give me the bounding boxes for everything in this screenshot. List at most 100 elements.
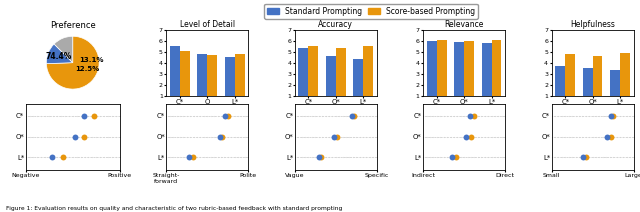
Point [456,135,466,138]
Point [310,156,321,159]
Point [44,156,54,159]
Point [344,135,355,138]
Point [175,135,185,138]
Point [115,135,125,138]
Point [240,114,250,118]
Point [476,156,486,159]
Point [428,135,438,138]
Wedge shape [46,44,73,64]
Bar [565,54,575,107]
Point [554,135,564,138]
Point [337,135,348,138]
Point [185,135,195,138]
Point [321,114,331,118]
Point [372,114,382,118]
Point [425,135,435,138]
Bar [198,54,207,107]
Point [418,114,428,118]
Point [456,156,466,159]
Point [557,135,567,138]
Point [60,156,70,159]
Point [290,156,300,159]
Point [451,156,461,159]
Point [368,156,378,159]
Point [497,114,507,118]
Point [372,156,382,159]
Point [56,135,66,138]
Point [243,156,253,159]
Point [307,135,317,138]
Point [500,135,510,138]
Point [192,114,202,118]
Bar [180,51,190,107]
Point [479,135,490,138]
Point [425,114,435,118]
Point [293,114,303,118]
Point [321,156,331,159]
Point [442,156,452,159]
Point [615,156,625,159]
Point [300,114,310,118]
Point [79,135,89,138]
Point [56,156,66,159]
Point [554,156,564,159]
Point [202,156,212,159]
Point [605,114,615,118]
Point [79,114,89,118]
Point [317,156,327,159]
Point [628,114,639,118]
Point [240,156,250,159]
Point [32,114,42,118]
Point [164,156,175,159]
Point [303,135,314,138]
Point [205,114,216,118]
Point [199,156,209,159]
Point [347,114,357,118]
Point [223,135,233,138]
Point [103,135,113,138]
Point [168,114,179,118]
Point [334,114,344,118]
Point [425,156,435,159]
Point [483,156,493,159]
Point [226,156,236,159]
Point [334,135,344,138]
Point [189,135,199,138]
Point [493,135,504,138]
Point [185,156,195,159]
Point [497,135,507,138]
Point [351,156,362,159]
Text: 12.5%: 12.5% [75,66,99,72]
Point [473,114,483,118]
Bar [363,46,373,107]
Point [184,156,195,159]
Point [365,156,375,159]
Point [32,135,42,138]
Point [192,135,202,138]
Point [44,135,54,138]
Point [577,135,588,138]
Point [99,135,109,138]
Point [550,114,560,118]
Point [348,135,358,138]
Point [601,114,611,118]
Title: Relevance: Relevance [445,20,484,29]
Point [236,135,246,138]
Point [310,135,321,138]
Point [588,114,598,118]
Point [188,156,198,159]
Point [214,135,225,138]
Point [456,114,466,118]
Point [290,135,300,138]
Point [99,156,109,159]
Point [199,135,209,138]
Point [216,135,226,138]
Point [557,156,567,159]
Point [581,156,591,159]
Point [466,156,476,159]
Point [310,114,321,118]
Point [598,135,608,138]
Point [580,135,591,138]
Bar [207,55,217,107]
Point [432,135,442,138]
